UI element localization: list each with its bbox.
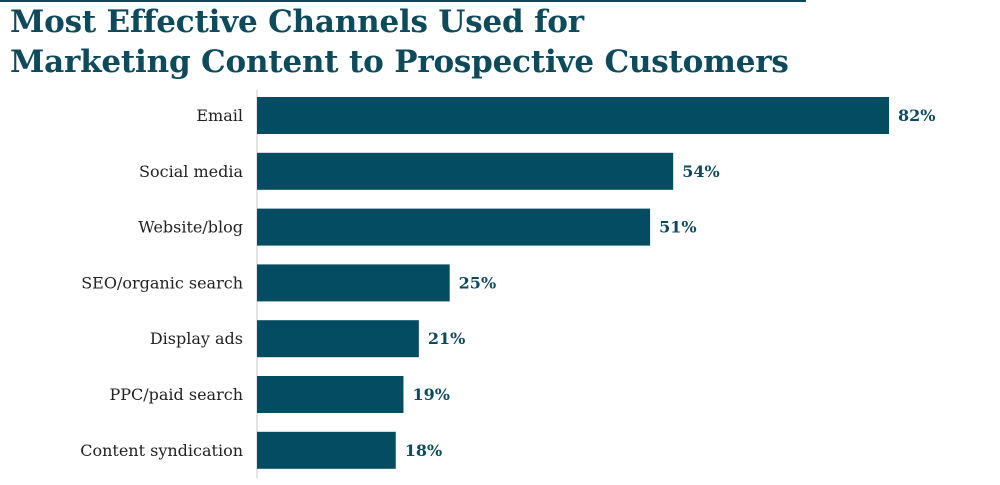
value-label: 19% [412,385,449,404]
value-label: 25% [459,273,496,292]
title-top-rule [0,0,806,2]
category-label: SEO/organic search [81,273,243,292]
bar [257,431,396,469]
bar [257,97,889,134]
bar [257,152,674,190]
value-label: 21% [428,329,465,348]
value-label: 18% [405,441,442,460]
category-label: Social media [139,162,243,181]
value-label: 82% [898,106,935,125]
category-label: Display ads [150,329,243,348]
category-label: Email [196,106,243,125]
chart-title-line-1: Most Effective Channels Used for [10,4,584,40]
value-label: 54% [682,162,719,181]
category-label: Content syndication [80,441,243,460]
bar [257,320,419,358]
chart-title-line-2: Marketing Content to Prospective Custome… [10,44,789,80]
chart-title: Most Effective Channels Used for Marketi… [10,2,990,82]
bar [257,376,404,413]
category-label: PPC/paid search [109,385,243,404]
bar [257,208,651,246]
value-label: 51% [659,218,696,237]
category-label: Website/blog [138,218,243,237]
bar [257,264,450,302]
